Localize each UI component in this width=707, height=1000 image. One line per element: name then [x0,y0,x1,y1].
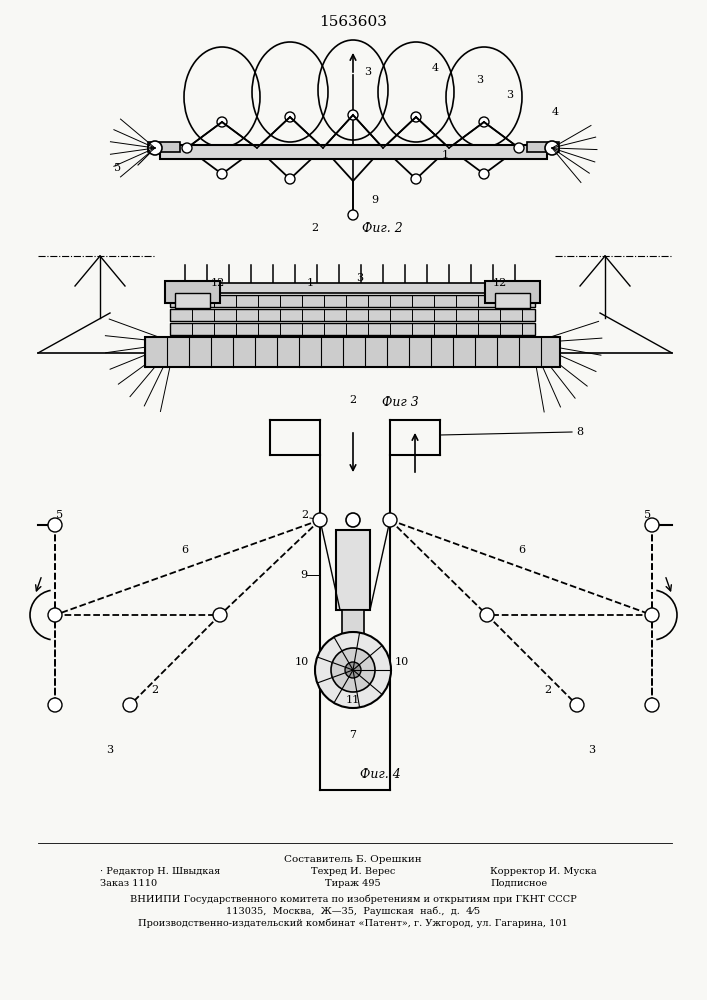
Bar [527,142,559,152]
Text: ВНИИПИ Государственного комитета по изобретениям и открытиям при ГКНТ СССР: ВНИИПИ Государственного комитета по изоб… [129,894,576,904]
Circle shape [645,518,659,532]
Circle shape [315,632,391,708]
Circle shape [545,141,559,155]
Circle shape [217,117,227,127]
Text: Фиг 3: Фиг 3 [382,396,419,410]
Circle shape [383,513,397,527]
Bar [336,530,370,610]
Bar [170,295,535,307]
Circle shape [123,698,137,712]
Bar [342,610,364,640]
Text: Техред И. Верес: Техред И. Верес [311,866,395,876]
Circle shape [411,174,421,184]
Text: Производственно-издательский комбинат «Патент», г. Ужгород, ул. Гагарина, 101: Производственно-издательский комбинат «П… [138,918,568,928]
Text: 3: 3 [477,75,484,85]
Text: · Редактор Н. Швыдкая: · Редактор Н. Швыдкая [100,866,221,876]
Text: 7: 7 [349,730,356,740]
Circle shape [217,169,227,179]
Bar [485,281,540,303]
Circle shape [411,112,421,122]
Text: 5: 5 [115,163,122,173]
Text: Составитель Б. Орешкин: Составитель Б. Орешкин [284,854,422,863]
Text: 8: 8 [576,427,583,437]
Bar [170,283,535,293]
Circle shape [213,608,227,622]
Bar [148,142,180,152]
Bar [175,293,210,308]
Circle shape [285,174,295,184]
Circle shape [331,648,375,692]
Text: Заказ 1110: Заказ 1110 [100,879,157,888]
Text: 113035,  Москва,  Ж—35,  Раушская  наб.,  д.  4⁄5: 113035, Москва, Ж—35, Раушская наб., д. … [226,906,480,916]
Circle shape [348,210,358,220]
Text: 2: 2 [151,685,158,695]
Circle shape [48,698,62,712]
Text: 4: 4 [431,63,438,73]
Circle shape [182,143,192,153]
Text: 3: 3 [107,745,114,755]
Text: 2: 2 [349,395,356,405]
Text: 2: 2 [312,223,319,233]
Circle shape [348,110,358,120]
Text: 5: 5 [645,510,652,520]
Circle shape [479,169,489,179]
Text: Корректор И. Муска: Корректор И. Муска [490,866,597,876]
Text: 3: 3 [356,273,363,283]
Bar [145,337,560,367]
Bar [170,309,535,321]
Circle shape [148,141,162,155]
Text: Фиг. 2: Фиг. 2 [361,222,402,234]
Text: 10: 10 [395,657,409,667]
Text: 11: 11 [346,695,360,705]
Bar [160,145,547,159]
Text: 10: 10 [295,657,309,667]
Text: 5: 5 [57,510,64,520]
Circle shape [479,117,489,127]
Circle shape [514,143,524,153]
Bar [495,293,530,308]
Text: 6: 6 [182,545,189,555]
Text: 1: 1 [306,278,314,288]
Circle shape [645,608,659,622]
Text: 3: 3 [364,67,372,77]
Circle shape [346,513,360,527]
Text: 4: 4 [551,107,559,117]
Bar [165,281,220,303]
Text: 3: 3 [588,745,595,755]
Circle shape [480,608,494,622]
Text: 1563603: 1563603 [319,15,387,29]
Text: 2: 2 [544,685,551,695]
Text: 9: 9 [371,195,378,205]
Circle shape [48,608,62,622]
Circle shape [285,112,295,122]
Text: 12: 12 [493,278,507,288]
Text: 6: 6 [518,545,525,555]
Bar [170,323,535,335]
Text: 2: 2 [301,510,308,520]
Circle shape [48,518,62,532]
Circle shape [345,662,361,678]
Text: 3: 3 [506,90,513,100]
Circle shape [570,698,584,712]
Text: 9: 9 [300,570,308,580]
Circle shape [645,698,659,712]
Text: 1: 1 [441,150,448,160]
Text: Подписное: Подписное [490,879,547,888]
Text: Тираж 495: Тираж 495 [325,879,381,888]
Circle shape [313,513,327,527]
Text: Фиг. 4: Фиг. 4 [360,768,400,782]
Text: 12: 12 [211,278,225,288]
